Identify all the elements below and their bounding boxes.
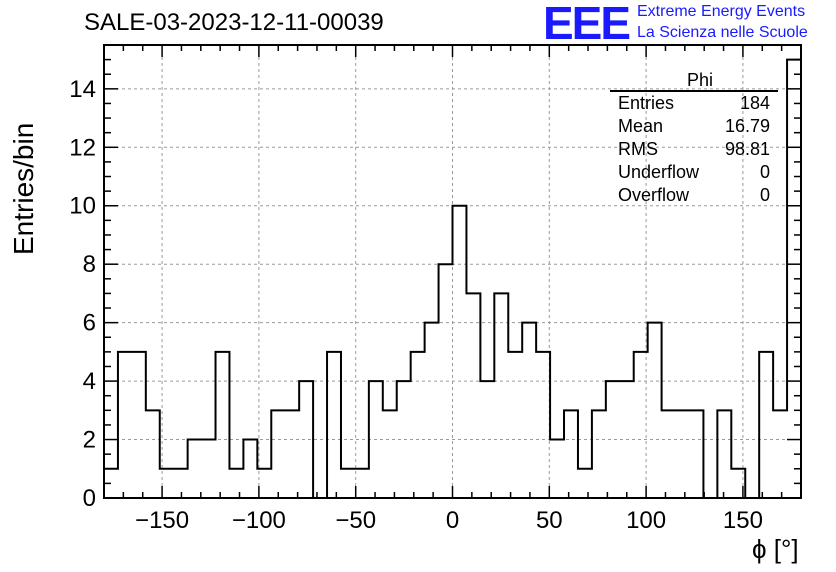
histogram-bin <box>592 410 606 498</box>
stats-label: RMS <box>618 139 658 159</box>
y-tick-label: 14 <box>69 76 96 103</box>
y-tick-label: 12 <box>69 134 96 161</box>
stats-box: Phi Entries 184 Mean 16.79 RMS 98.81 Und… <box>610 70 778 207</box>
histogram-bin <box>202 440 216 498</box>
histogram-bin <box>271 410 285 498</box>
stats-box-title: Phi <box>610 70 778 92</box>
x-tick-label: 0 <box>446 507 459 534</box>
histogram-bin <box>341 469 355 498</box>
histogram-bin <box>480 381 494 498</box>
histogram-bin <box>327 352 341 498</box>
histogram-bin <box>662 410 676 498</box>
y-tick-label: 6 <box>83 310 96 337</box>
histogram-bin <box>773 410 787 498</box>
histogram-bin <box>759 352 773 498</box>
histogram-bin <box>425 323 439 498</box>
histogram-bin <box>676 410 690 498</box>
y-tick-label: 8 <box>83 251 96 278</box>
stats-row-entries: Entries 184 <box>610 92 778 115</box>
stats-label: Mean <box>618 116 664 136</box>
histogram-bin <box>216 352 230 498</box>
x-tick-label: 150 <box>723 507 763 534</box>
histogram-bin <box>717 410 731 498</box>
histogram-bin <box>550 440 564 498</box>
histogram-bin <box>369 381 383 498</box>
x-axis-label: ϕ [°] <box>752 534 799 564</box>
histogram-bin <box>383 410 397 498</box>
histogram-bin <box>453 206 467 498</box>
stats-value: 0 <box>759 185 770 205</box>
stats-label: Entries <box>618 93 675 113</box>
histogram-bin <box>285 410 299 498</box>
histogram-bin <box>578 469 592 498</box>
histogram-bin <box>397 381 411 498</box>
histogram-outline <box>104 58 801 499</box>
histogram-bin <box>132 352 146 498</box>
histogram-bin <box>564 410 578 498</box>
histogram-bin <box>648 323 662 498</box>
stats-row-mean: Mean 16.79 <box>610 115 778 138</box>
histogram-bin <box>118 352 132 498</box>
page-title: SALE-03-2023-12-11-00039 <box>84 9 384 36</box>
histogram-bin <box>188 440 202 498</box>
histogram-bin <box>229 469 243 498</box>
histogram-bin <box>689 410 703 498</box>
x-tick-label: −50 <box>335 507 376 534</box>
stats-row-rms: RMS 98.81 <box>610 138 778 161</box>
histogram-bin <box>466 293 480 498</box>
histogram-bin <box>508 352 522 498</box>
stats-label: Overflow <box>618 185 690 205</box>
logo-caption-line-1: Extreme Energy Events <box>637 3 806 20</box>
histogram-bin <box>146 410 160 498</box>
eee-logo: EEE <box>543 0 631 49</box>
x-tick-label: 100 <box>626 507 666 534</box>
histogram-bin <box>606 381 620 498</box>
stats-value: 16.79 <box>724 116 770 136</box>
stats-value: 0 <box>759 162 770 182</box>
x-tick-label: 50 <box>536 507 563 534</box>
y-tick-label: 10 <box>69 193 96 220</box>
histogram-bin <box>634 352 648 498</box>
histogram-bin <box>411 352 425 498</box>
stats-row-underflow: Underflow 0 <box>610 161 778 184</box>
histogram-bin <box>620 381 634 498</box>
histogram-bin <box>299 381 313 498</box>
histogram-bin <box>355 469 369 498</box>
y-tick-label: 2 <box>83 427 96 454</box>
histogram-bin <box>243 440 257 498</box>
stats-row-overflow: Overflow 0 <box>610 184 778 207</box>
y-tick-label: 0 <box>83 485 96 512</box>
stats-value: 184 <box>739 93 770 113</box>
stats-label: Underflow <box>618 162 700 182</box>
stats-value: 98.81 <box>724 139 770 159</box>
histogram-bin <box>174 469 188 498</box>
x-tick-label: −150 <box>135 507 189 534</box>
histogram-bin <box>439 264 453 498</box>
x-tick-label: −100 <box>232 507 286 534</box>
logo-caption-line-2: La Scienza nelle Scuole <box>637 24 808 41</box>
y-tick-label: 4 <box>83 368 96 395</box>
histogram-bin <box>494 293 508 498</box>
histogram-bin <box>536 352 550 498</box>
histogram-bin <box>522 323 536 498</box>
